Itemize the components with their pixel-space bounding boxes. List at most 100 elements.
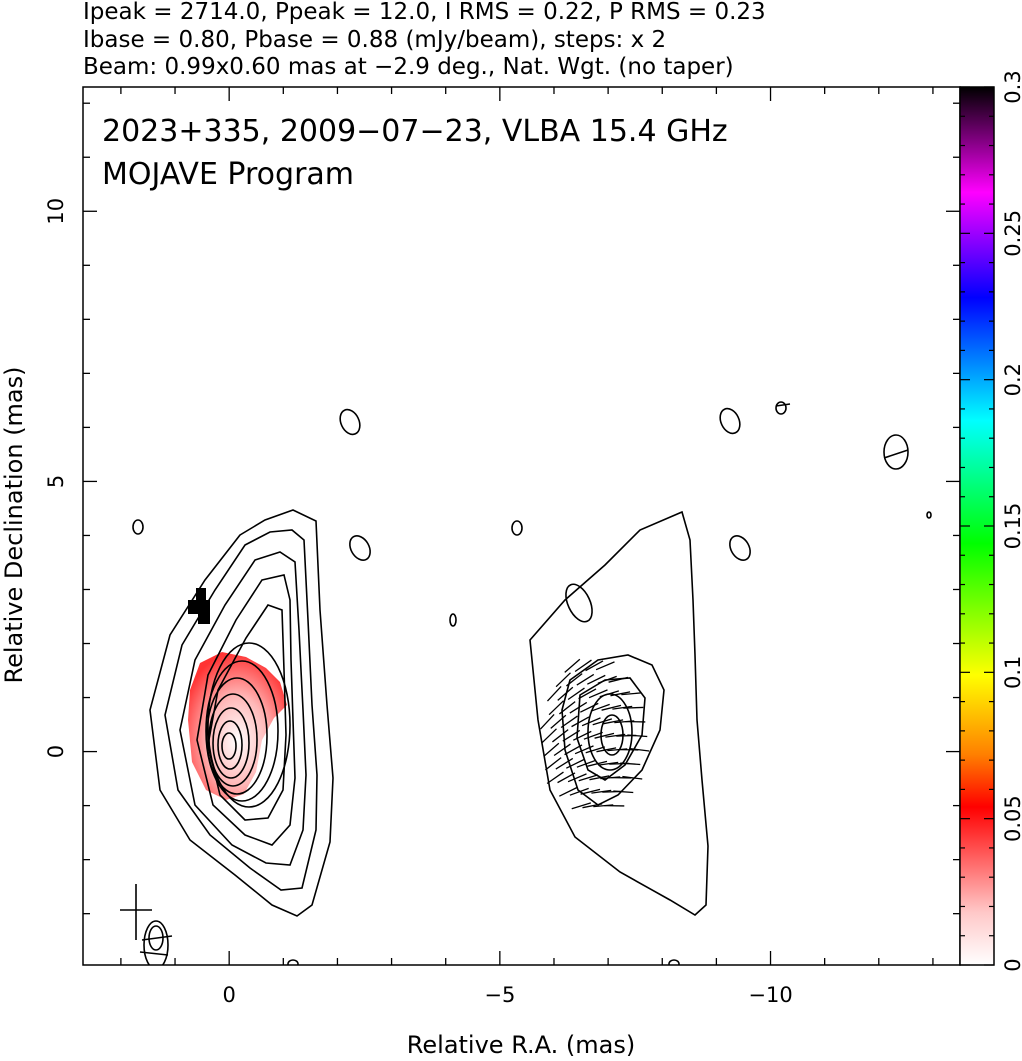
evpa-vector [566,758,585,769]
evpa-vector [594,732,615,739]
jet-contour-outer [529,510,709,916]
jet-component-contours [529,510,709,916]
evpa-vector [578,688,597,700]
colorbar-tick-label: 0.05 [1001,795,1022,842]
evpa-vector [613,790,634,794]
noise-contour [668,959,680,965]
y-tick-label: 10 [44,198,68,225]
beam-cross [120,884,173,956]
core-contour-9 [208,693,258,787]
core-contour-5 [207,604,287,821]
evpa-vectors [539,658,650,810]
x-tick-label: −5 [484,983,515,1007]
evpa-vector [587,760,608,767]
x-tick-label: −10 [748,983,792,1007]
evpa-vector [623,706,644,709]
evpa-vector [574,745,594,755]
evpa-vector [612,705,633,710]
evpa-vector [571,716,590,728]
jet-knot-small [565,583,593,623]
evpa-vector [552,729,569,743]
evpa-vector [557,772,576,784]
noise-vector [883,449,909,459]
high-fractional-polarization-patch [188,588,210,624]
evpa-vector [564,744,583,756]
noise-contour [511,520,523,536]
chart-subtitle: MOJAVE Program [102,157,354,192]
core-contour-12 [221,732,237,760]
evpa-vector [569,787,589,796]
evpa-vector [548,700,564,716]
evpa-vector [601,704,622,711]
evpa-vector [576,673,595,686]
noise-contour [449,613,457,627]
evpa-vector [585,746,606,754]
evpa-vector [546,686,562,702]
evpa-vector [560,715,578,729]
core-contour-8 [206,677,268,795]
evpa-vector [546,771,564,785]
evpa-vector [574,659,592,673]
evpa-vector [590,703,610,712]
evpa-vector [562,729,581,742]
evpa-vector [578,774,599,782]
colorbar-tick-label: 0.1 [1001,656,1022,689]
jet-contour-2 [561,654,665,806]
evpa-vector [559,786,578,797]
evpa-vector [571,802,592,810]
evpa-vector [569,701,588,714]
noise-vector [775,403,791,407]
evpa-vector [566,673,583,687]
noise-contour [883,434,909,470]
evpa-vector [583,731,603,740]
evpa-vector [622,775,643,780]
core-contour-10 [212,707,250,779]
evpa-vector [564,658,581,673]
header-line-1: Ipeak = 2714.0, Ppeak = 12.0, I RMS = 0.… [83,0,766,25]
evpa-vector [555,757,574,770]
core-contour-11 [217,720,243,770]
evpa-vector [585,660,604,672]
evpa-vector [539,714,555,730]
evpa-vector [599,690,620,698]
evpa-vector [591,789,612,794]
evpa-vector [567,687,585,701]
noise-contour [926,511,932,519]
colorbar-ticks: 0 0.05 0.1 0.15 0.2 0.25 0.3 [960,70,1022,972]
evpa-vector [582,803,603,809]
core-contour-2 [164,529,318,891]
core-contour-7 [205,660,279,802]
evpa-vector [598,761,619,766]
colorbar-tick-label: 0.2 [1001,363,1022,396]
evpa-vector [581,717,601,727]
evpa-vector [573,730,592,741]
evpa-vector [553,743,571,757]
noise-contour [729,535,751,561]
evpa-vector [588,689,608,699]
core-contours [149,509,334,917]
evpa-vector [627,734,648,738]
evpa-vector [559,701,576,715]
evpa-vector [597,675,617,684]
core-contour-3 [179,551,307,866]
map-area [120,401,932,965]
evpa-vector [545,757,562,771]
colorbar-tick-label: 0.25 [1001,210,1022,257]
x-tick-label: 0 [222,983,235,1007]
x-axis-ticks: 0 −5 −10 [120,87,934,1007]
chart-title: 2023+335, 2009−07−23, VLBA 15.4 GHz [102,114,728,149]
x-axis-label: Relative R.A. (mas) [407,1031,635,1059]
evpa-vector [557,686,574,701]
colorbar-tick-label: 0 [1001,958,1022,971]
colorbar-tick-label: 0.15 [1001,503,1022,550]
evpa-vector [629,747,650,752]
evpa-vector [592,718,613,726]
noise-contour [143,920,169,965]
evpa-vector [608,676,629,683]
evpa-vector [541,728,557,744]
core-contour-4 [196,574,296,846]
y-tick-label: 0 [44,745,68,758]
evpa-vector [587,674,606,685]
evpa-vector [621,692,642,696]
